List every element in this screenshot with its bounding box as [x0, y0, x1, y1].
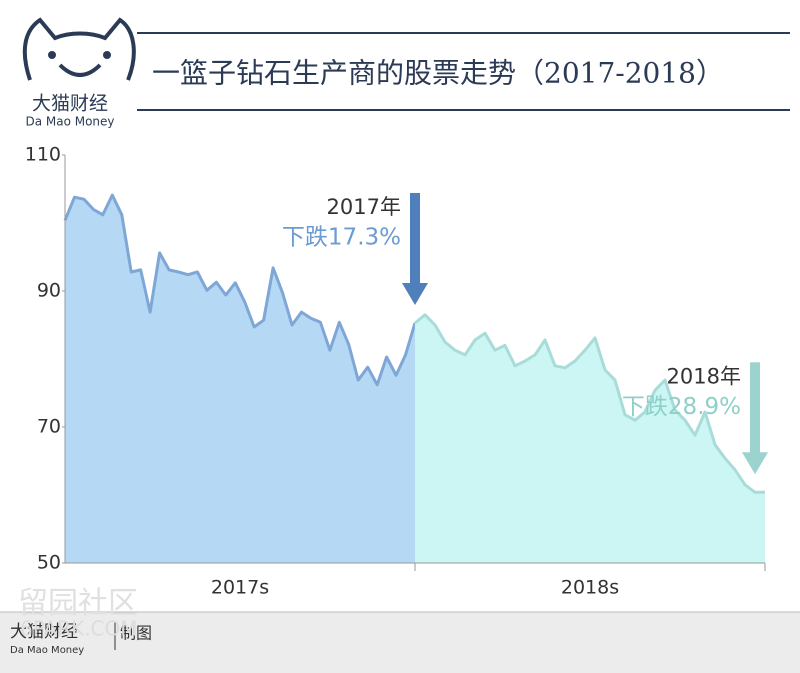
arrow-head [402, 282, 428, 305]
arrow-head [742, 452, 768, 475]
footer-credit: 制图 [120, 624, 152, 643]
line [414, 313, 765, 494]
line [63, 193, 417, 387]
watermark-url: 6PARK.COM [20, 617, 138, 641]
area [415, 314, 765, 563]
logo-eye [103, 51, 111, 59]
arrow-shaft [410, 192, 420, 293]
x-tick-label: 2017s [211, 577, 269, 599]
logo-eye [48, 51, 56, 59]
x-tick-label: 2018s [561, 577, 619, 599]
annotation-year: 2018年 [667, 364, 741, 388]
footer-logo-sub: Da Mao Money [10, 645, 84, 656]
y-tick-label: 70 [37, 416, 61, 438]
annotation-change: 下跌28.9% [622, 394, 741, 420]
y-tick-label: 90 [37, 280, 61, 302]
footer-logo: 大猫财经 [10, 622, 78, 642]
logo-text: 大猫财经 [32, 93, 108, 115]
y-tick-label: 50 [37, 552, 61, 574]
y-tick-label: 110 [25, 144, 61, 166]
chart-title: 一篮子钻石生产商的股票走势（2017-2018） [152, 57, 724, 90]
arrow-shaft [750, 362, 760, 463]
logo-cat [22, 17, 136, 81]
watermark: 留园社区 [18, 586, 138, 621]
logo [22, 17, 136, 81]
logo-mouth [58, 63, 102, 77]
area [65, 195, 415, 563]
logo-sub: Da Mao Money [25, 115, 114, 129]
annotation-change: 下跌17.3% [282, 224, 401, 250]
annotation-year: 2017年 [327, 195, 401, 219]
footer-band [0, 612, 800, 673]
